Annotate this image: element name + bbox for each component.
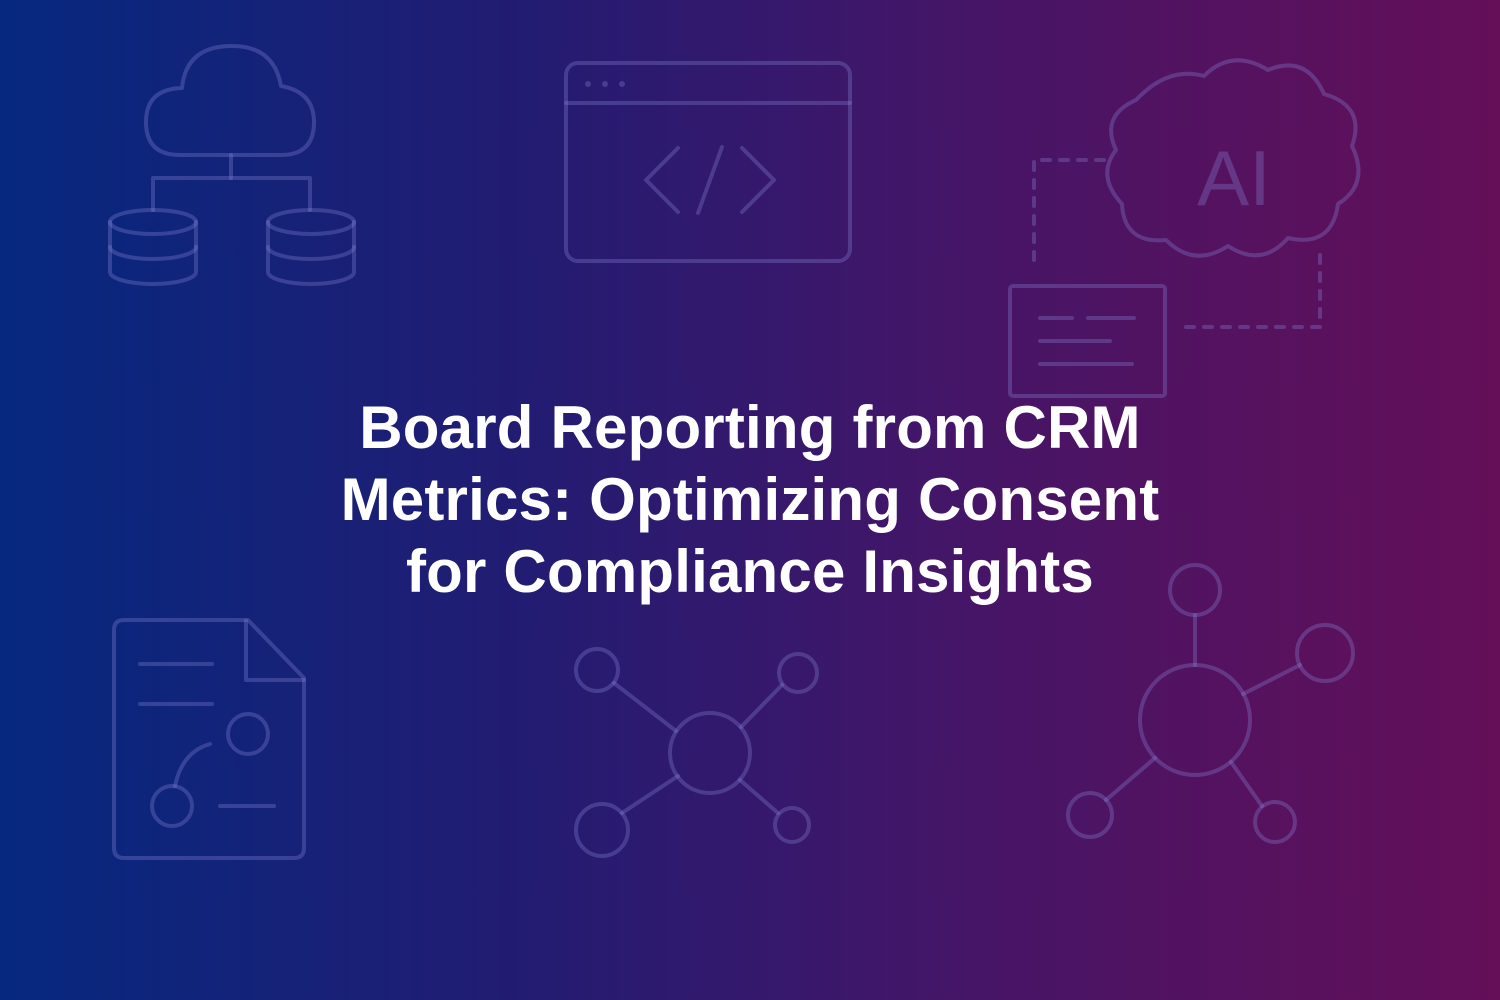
cloud-database-icon [110, 46, 354, 284]
network-hub-large-icon [1068, 565, 1353, 842]
title-block: Board Reporting from CRM Metrics: Optimi… [250, 392, 1250, 608]
svg-text:AI: AI [1197, 134, 1271, 222]
title-line-1: Board Reporting from CRM [359, 394, 1141, 461]
title-line-3: for Compliance Insights [405, 538, 1094, 605]
banner-title: Board Reporting from CRM Metrics: Optimi… [250, 392, 1250, 608]
network-hub-icon [576, 649, 817, 856]
code-window-icon [566, 63, 850, 261]
document-network-icon [114, 620, 304, 858]
ai-cloud-icon: AI [1034, 60, 1358, 327]
document-lines-icon [1010, 286, 1165, 396]
title-line-2: Metrics: Optimizing Consent [340, 466, 1160, 533]
